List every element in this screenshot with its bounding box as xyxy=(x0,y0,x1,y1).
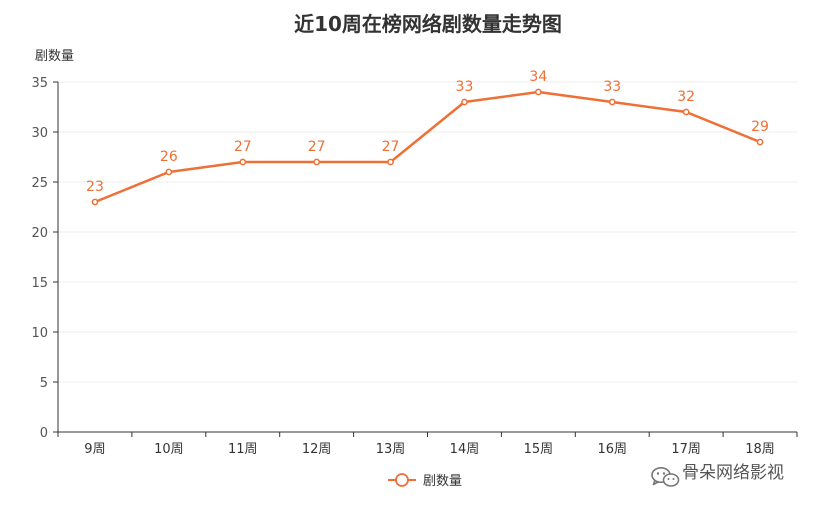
watermark-text: 骨朵网络影视 xyxy=(682,463,784,483)
data-point[interactable] xyxy=(682,108,690,116)
series-line xyxy=(94,90,761,204)
data-label: 32 xyxy=(677,89,695,105)
y-tick-label: 25 xyxy=(31,176,48,191)
x-tick-label: 14周 xyxy=(450,442,480,457)
data-label: 33 xyxy=(603,79,621,95)
data-point[interactable] xyxy=(313,158,320,166)
y-tick-label: 20 xyxy=(31,226,48,241)
watermark: 骨朵网络影视 xyxy=(651,463,784,487)
data-label: 26 xyxy=(160,149,178,165)
x-tick-label: 15周 xyxy=(524,442,554,457)
series-layer xyxy=(91,88,764,206)
y-tick-label: 10 xyxy=(31,326,48,341)
y-tick-label: 30 xyxy=(31,126,48,141)
x-tick-label: 13周 xyxy=(376,442,406,457)
chart-title: 近10周在榜网络剧数量走势图 xyxy=(294,12,562,36)
x-tick-label: 9周 xyxy=(84,442,105,457)
data-label: 29 xyxy=(751,119,769,135)
data-label: 33 xyxy=(456,79,474,95)
x-tick-label: 18周 xyxy=(745,442,775,457)
y-tick-label: 0 xyxy=(40,426,48,441)
data-point[interactable] xyxy=(91,198,99,206)
data-label: 34 xyxy=(529,69,547,85)
axes: 0 5 10 15 20 25 30 35 9周 10周 11周 12周 13周 14周 15周 16周 17周… xyxy=(31,76,798,457)
data-labels: 23 26 27 27 27 33 34 33 32 29 xyxy=(86,69,769,195)
y-axis-title: 剧数量 xyxy=(35,49,74,64)
y-tick-label: 15 xyxy=(31,276,48,291)
data-point[interactable] xyxy=(608,98,616,106)
legend-item[interactable]: 剧数量 xyxy=(388,473,462,489)
data-point[interactable] xyxy=(535,88,542,96)
x-tick-label: 12周 xyxy=(302,442,332,457)
gridlines xyxy=(58,81,797,383)
data-point[interactable] xyxy=(387,158,394,166)
data-point[interactable] xyxy=(756,138,764,146)
x-tick-label: 10周 xyxy=(154,442,184,457)
data-label: 27 xyxy=(382,139,400,155)
legend-label: 剧数量 xyxy=(423,474,462,489)
wechat-icon xyxy=(651,467,680,487)
data-point[interactable] xyxy=(239,158,247,166)
data-label: 27 xyxy=(234,139,252,155)
y-tick-label: 5 xyxy=(40,376,48,391)
x-tick-label: 17周 xyxy=(671,442,701,457)
data-label: 27 xyxy=(308,139,326,155)
data-point[interactable] xyxy=(165,168,173,176)
x-tick-label: 11周 xyxy=(228,442,258,457)
data-label: 23 xyxy=(86,179,104,195)
data-point[interactable] xyxy=(461,98,468,106)
x-tick-label: 16周 xyxy=(597,442,627,457)
legend[interactable]: 剧数量 xyxy=(388,473,462,489)
legend-marker-symbol xyxy=(395,473,409,487)
y-tick-label: 35 xyxy=(31,76,48,91)
